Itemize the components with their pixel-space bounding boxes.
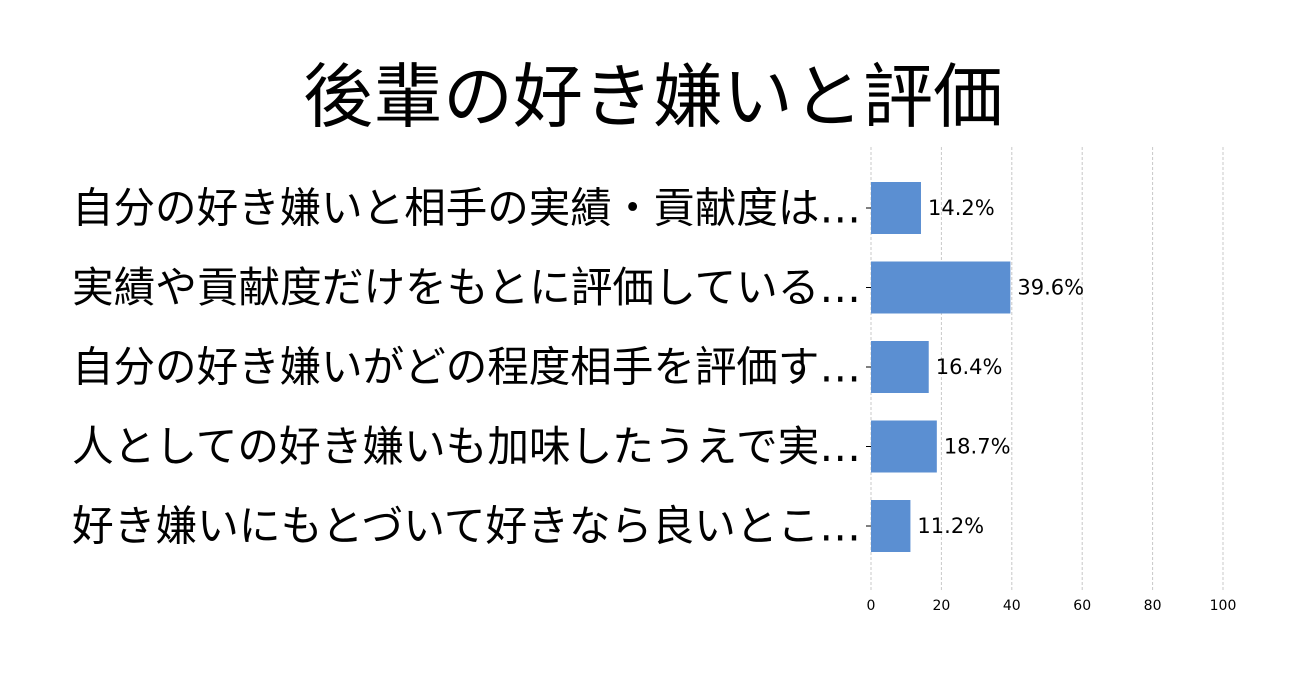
bar <box>871 420 937 473</box>
x-tick-label: 80 <box>1144 598 1162 614</box>
bar <box>871 182 921 234</box>
value-label: 14.2% <box>928 196 995 220</box>
x-tick-label: 40 <box>1003 598 1021 614</box>
category-labels: 自分の好き嫌いと相手の実績・貢献度は… 実績や貢献度だけをもとに評価している… 自分… <box>72 184 861 551</box>
bar <box>871 261 1011 314</box>
value-labels: 14.2% 39.6% 16.4% 18.7% 11.2% <box>917 196 1084 538</box>
bar <box>871 341 929 393</box>
category-label: 自分の好き嫌いがどの程度相手を評価す… <box>72 343 861 392</box>
value-label: 11.2% <box>917 514 984 538</box>
value-label: 39.6% <box>1017 276 1084 300</box>
bar <box>871 500 911 552</box>
x-tick-label: 20 <box>932 598 950 614</box>
category-label: 人としての好き嫌いも加味したうえで実… <box>72 422 861 471</box>
value-label: 16.4% <box>936 355 1003 379</box>
bars <box>871 182 1011 552</box>
x-tick-label: 0 <box>867 598 876 614</box>
x-tick-label: 100 <box>1210 598 1237 614</box>
category-label: 自分の好き嫌いと相手の実績・貢献度は… <box>72 184 861 233</box>
value-label: 18.7% <box>944 435 1011 459</box>
x-tick-label: 60 <box>1073 598 1091 614</box>
category-label: 好き嫌いにもとづいて好きなら良いとこ… <box>72 502 861 551</box>
category-label: 実績や貢献度だけをもとに評価している… <box>72 263 861 312</box>
x-axis-ticks: 0 20 40 60 80 100 <box>866 207 1237 614</box>
chart-title: 後輩の好き嫌いと評価 <box>303 56 1003 138</box>
